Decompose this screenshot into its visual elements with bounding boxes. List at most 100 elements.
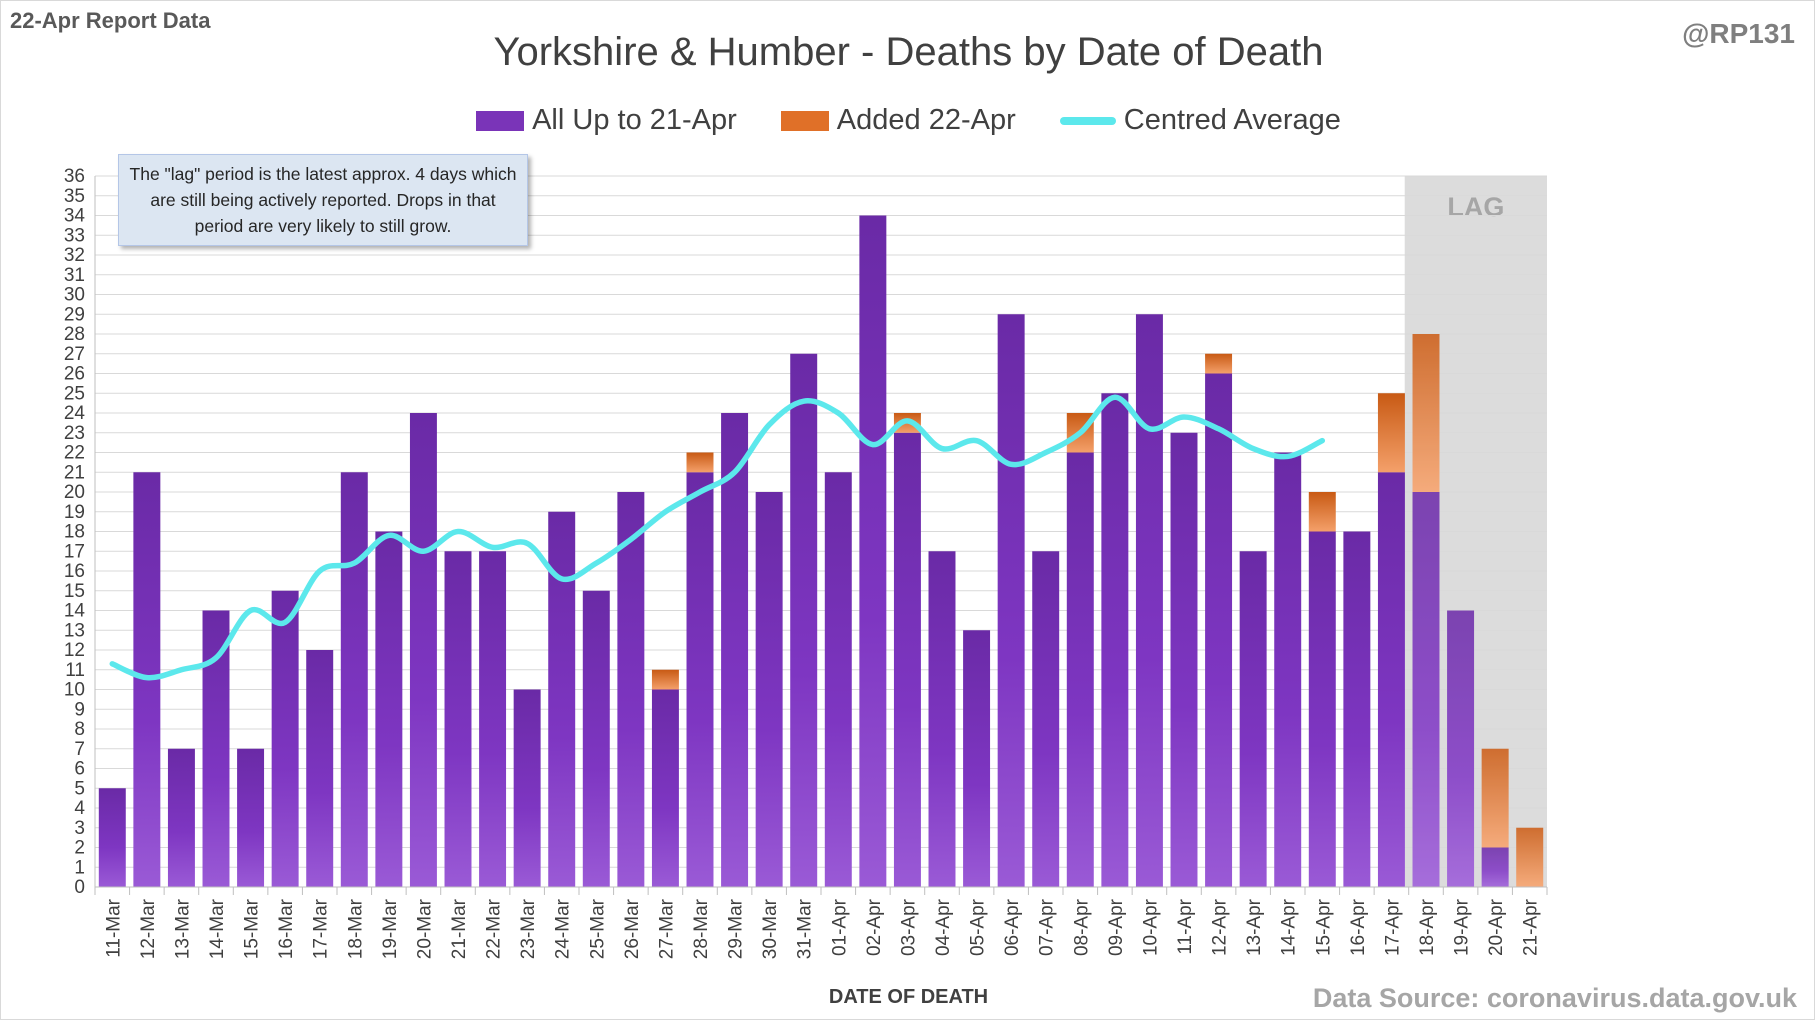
bar-all-up-to-21-apr xyxy=(98,788,126,887)
lag-bar-overlay xyxy=(1447,610,1475,887)
y-tick-label: 9 xyxy=(74,699,85,720)
bar-all-up-to-21-apr xyxy=(1377,472,1405,887)
bar-all-up-to-21-apr xyxy=(237,748,265,887)
x-tick-label: 13-Mar xyxy=(172,898,193,959)
bar-added-22-apr xyxy=(1412,334,1440,492)
bar-all-up-to-21-apr xyxy=(651,689,679,887)
x-tick-label: 22-Mar xyxy=(484,898,505,959)
bar-added-22-apr xyxy=(651,669,679,690)
x-tick-label: 24-Mar xyxy=(553,898,574,959)
centred-average-line xyxy=(109,394,1326,681)
legend-swatch-added xyxy=(780,110,829,131)
bar-added-22-apr xyxy=(686,452,714,473)
bar-all-up-to-21-apr xyxy=(582,590,610,887)
x-tick-label: 25-Mar xyxy=(587,898,608,959)
y-tick-label: 3 xyxy=(74,818,85,839)
lag-bar-overlay xyxy=(1412,334,1440,887)
bar-all-up-to-21-apr xyxy=(306,650,334,887)
bar-added-22-apr xyxy=(1516,827,1544,887)
author-handle: @RP131 xyxy=(1682,18,1795,49)
y-tick-label: 20 xyxy=(64,482,85,503)
x-tick-label: 23-Mar xyxy=(518,898,539,959)
report-date-tag: 22-Apr Report Data xyxy=(10,8,211,33)
y-tick-label: 22 xyxy=(64,443,85,464)
bar-all-up-to-21-apr xyxy=(1343,531,1371,887)
bar-all-up-to-21-apr xyxy=(1239,551,1267,887)
bar-all-up-to-21-apr xyxy=(859,215,887,887)
legend-label-average: Centred Average xyxy=(1123,104,1341,136)
x-tick-label: 21-Apr xyxy=(1521,898,1542,956)
y-tick-label: 26 xyxy=(64,364,85,385)
bar-all-up-to-21-apr xyxy=(1412,492,1440,887)
y-tick-label: 24 xyxy=(64,403,86,424)
bar-all-up-to-21-apr xyxy=(1170,432,1198,887)
y-tick-label: 23 xyxy=(64,423,85,444)
bar-all-up-to-21-apr xyxy=(928,551,956,887)
bar-all-up-to-21-apr xyxy=(202,610,230,887)
x-tick-label: 04-Apr xyxy=(933,898,954,956)
legend-item-base: All Up to 21-Apr xyxy=(476,104,737,137)
y-tick-label: 4 xyxy=(74,798,85,819)
legend-swatch-average xyxy=(1059,116,1116,125)
x-tick-label: 11-Apr xyxy=(1175,898,1196,954)
lag-note-box: The "lag" period is the latest approx. 4… xyxy=(118,154,528,246)
y-tick-label: 31 xyxy=(64,265,85,286)
y-tick-label: 34 xyxy=(64,206,86,227)
x-tick-label: 16-Apr xyxy=(1348,898,1369,956)
y-tick-label: 1 xyxy=(74,857,85,878)
y-tick-label: 16 xyxy=(64,561,85,582)
y-tick-label: 10 xyxy=(64,680,85,701)
x-tick-label: 12-Mar xyxy=(138,898,159,959)
x-tick-label: 17-Mar xyxy=(311,898,332,959)
bar-added-22-apr xyxy=(1205,353,1233,374)
bar-all-up-to-21-apr xyxy=(1481,847,1509,887)
bar-all-up-to-21-apr xyxy=(893,432,921,887)
y-tick-label: 36 xyxy=(64,166,85,187)
x-tick-label: 30-Mar xyxy=(760,898,781,959)
y-tick-label: 12 xyxy=(64,640,85,661)
y-tick-label: 14 xyxy=(64,601,86,622)
y-tick-label: 19 xyxy=(64,502,85,523)
x-tick-label: 29-Mar xyxy=(726,898,747,959)
x-tick-label: 26-Mar xyxy=(622,898,643,959)
y-tick-label: 7 xyxy=(74,739,85,760)
bar-all-up-to-21-apr xyxy=(1101,393,1129,887)
y-tick-label: 28 xyxy=(64,324,85,345)
y-tick-label: 18 xyxy=(64,522,85,543)
y-tick-label: 21 xyxy=(64,462,85,483)
bar-all-up-to-21-apr xyxy=(721,413,749,887)
lag-label: LAG xyxy=(1447,192,1504,222)
bar-all-up-to-21-apr xyxy=(1274,452,1302,887)
x-tick-label: 15-Mar xyxy=(242,898,263,959)
x-tick-label: 05-Apr xyxy=(968,898,989,956)
bar-all-up-to-21-apr xyxy=(1308,531,1336,887)
bar-added-22-apr xyxy=(1481,748,1509,848)
x-tick-label: 17-Apr xyxy=(1382,898,1403,956)
bar-all-up-to-21-apr xyxy=(1135,314,1163,887)
legend: All Up to 21-Apr Added 22-Apr Centred Av… xyxy=(0,104,1817,137)
x-tick-label: 27-Mar xyxy=(656,898,677,959)
lag-bar-overlay xyxy=(1481,748,1509,887)
bar-all-up-to-21-apr xyxy=(617,492,645,887)
data-source: Data Source: coronavirus.data.gov.uk xyxy=(1312,983,1797,1013)
bar-all-up-to-21-apr xyxy=(997,314,1025,887)
bar-all-up-to-21-apr xyxy=(167,748,195,887)
x-tick-label: 14-Apr xyxy=(1279,898,1300,956)
x-tick-label: 11-Mar xyxy=(103,898,124,957)
y-tick-label: 13 xyxy=(64,620,85,641)
x-tick-label: 19-Mar xyxy=(380,898,401,959)
x-tick-label: 14-Mar xyxy=(207,898,228,959)
bar-all-up-to-21-apr xyxy=(513,689,541,887)
y-tick-label: 27 xyxy=(64,344,85,365)
x-tick-label: 10-Apr xyxy=(1140,898,1161,956)
y-tick-label: 6 xyxy=(74,759,85,780)
x-tick-label: 28-Mar xyxy=(691,898,712,959)
legend-item-added: Added 22-Apr xyxy=(780,104,1016,137)
bar-all-up-to-21-apr xyxy=(1205,373,1233,887)
bar-added-22-apr xyxy=(1377,393,1405,473)
bar-all-up-to-21-apr xyxy=(963,630,991,887)
bar-all-up-to-21-apr xyxy=(271,590,299,887)
bar-all-up-to-21-apr xyxy=(686,472,714,887)
y-tick-label: 33 xyxy=(64,225,85,246)
